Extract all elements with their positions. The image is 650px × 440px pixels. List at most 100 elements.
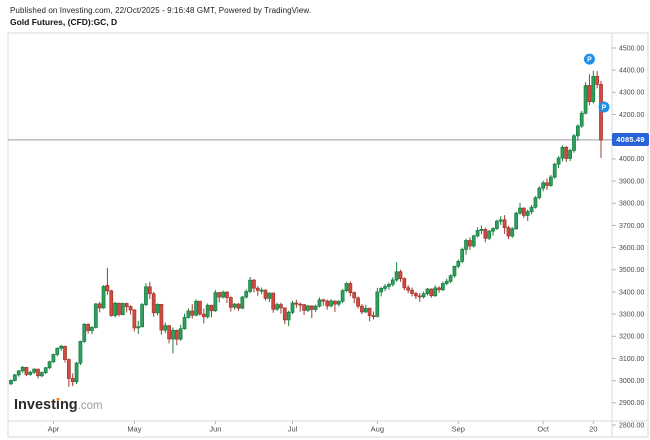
candle-body <box>336 300 341 305</box>
candle-body <box>43 367 48 374</box>
candle <box>579 110 584 128</box>
candle <box>124 302 129 313</box>
candle <box>178 324 183 341</box>
candle-body <box>518 207 522 214</box>
candle-body <box>575 125 580 137</box>
candle-body <box>36 368 40 377</box>
candle <box>39 371 44 378</box>
candle-body <box>441 283 445 291</box>
candle <box>93 303 98 329</box>
candle-body <box>132 309 137 329</box>
candle <box>317 297 322 308</box>
candle <box>333 300 337 312</box>
candle <box>255 286 260 296</box>
y-axis-label: 3200.00 <box>619 334 644 341</box>
candle <box>522 207 526 218</box>
candle-body <box>78 341 83 364</box>
candle <box>205 303 210 319</box>
candle <box>491 227 495 236</box>
candle <box>487 229 492 241</box>
candle-body <box>74 362 79 383</box>
candle-body <box>109 290 114 316</box>
candle-body <box>406 287 411 291</box>
candle <box>394 262 399 282</box>
candle <box>294 299 299 308</box>
candle <box>502 215 507 234</box>
x-axis-label: Jun <box>209 424 221 433</box>
candle-body <box>82 323 87 342</box>
candle <box>132 309 137 332</box>
candle-body <box>506 227 511 237</box>
candle-body <box>491 228 495 232</box>
candle-body <box>209 304 214 312</box>
candle-body <box>39 372 44 377</box>
candle-body <box>255 287 260 291</box>
candle <box>325 299 330 310</box>
y-axis-label: 2900.00 <box>619 400 644 407</box>
candle-body <box>167 325 171 340</box>
candle <box>279 302 283 314</box>
candle-body <box>271 292 276 310</box>
candle <box>282 307 287 325</box>
candle <box>336 300 341 307</box>
candle <box>525 209 530 221</box>
candle <box>232 303 237 310</box>
candle <box>194 299 198 317</box>
candle-body <box>298 303 303 306</box>
candle <box>97 301 102 313</box>
candle-body <box>456 260 461 267</box>
candle <box>475 227 480 238</box>
candle <box>402 277 407 291</box>
candle-body <box>437 287 441 291</box>
candle-body <box>568 150 573 159</box>
candle-body <box>155 303 160 314</box>
candle-body <box>433 287 438 297</box>
candle <box>209 304 214 318</box>
candle-body <box>306 305 310 311</box>
price-alert-marker <box>598 101 610 113</box>
y-axis-label: 3400.00 <box>619 289 644 296</box>
candle <box>136 320 141 335</box>
candle <box>371 311 376 320</box>
candle-body <box>514 212 519 230</box>
candle <box>286 310 291 327</box>
candle <box>302 303 306 316</box>
candle-body <box>321 299 326 302</box>
candle-body <box>390 279 395 285</box>
candle-body <box>120 303 125 315</box>
candle-body <box>394 271 399 281</box>
candle <box>483 227 488 243</box>
candle <box>90 326 94 335</box>
candle <box>105 267 110 295</box>
candle <box>201 308 206 324</box>
y-axis-label: 4400.00 <box>619 68 644 75</box>
candle <box>182 313 187 330</box>
candle <box>28 370 33 376</box>
candle-body <box>329 300 333 307</box>
candle <box>429 288 434 298</box>
candle-body <box>302 304 306 311</box>
candle <box>144 283 148 307</box>
candle <box>101 285 106 309</box>
candle-body <box>174 329 179 340</box>
candle <box>82 322 87 343</box>
candle <box>252 279 256 293</box>
candle <box>529 205 534 215</box>
candle-body <box>290 302 295 313</box>
candle-body <box>282 307 287 321</box>
candle-body <box>12 374 17 381</box>
candle-body <box>97 303 102 309</box>
candle-body <box>313 305 318 310</box>
candle-body <box>32 368 37 373</box>
candle-body <box>356 297 360 307</box>
candle <box>313 304 318 312</box>
candle-body <box>498 219 503 222</box>
candle <box>595 71 600 89</box>
candle <box>309 305 314 319</box>
candle <box>140 303 144 328</box>
candle <box>321 298 326 306</box>
candle-body <box>263 289 268 299</box>
candle <box>425 287 430 296</box>
y-axis-label: 2800.00 <box>619 422 644 429</box>
